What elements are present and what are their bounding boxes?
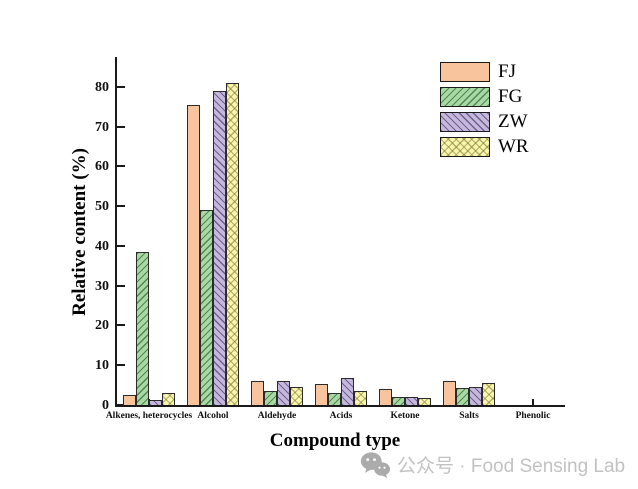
y-axis-tick bbox=[117, 404, 125, 406]
x-tick-label: Aldehyde bbox=[257, 411, 297, 421]
bar-zw-5 bbox=[405, 397, 418, 405]
y-axis-tick bbox=[117, 364, 125, 367]
x-tick-label: Ketone bbox=[390, 411, 420, 421]
bar-fg-1 bbox=[136, 252, 149, 405]
bar-zw-1 bbox=[149, 400, 162, 405]
legend-swatch-zw bbox=[440, 112, 490, 132]
wechat-icon bbox=[360, 452, 390, 478]
bar-fg-4 bbox=[328, 393, 341, 405]
y-tick-label: 40 bbox=[95, 238, 109, 254]
bar-fj-1 bbox=[123, 395, 136, 405]
bar-fg-3 bbox=[264, 391, 277, 405]
legend-label-wr: WR bbox=[498, 136, 529, 157]
bar-wr-3 bbox=[290, 387, 303, 405]
y-tick-label: 80 bbox=[95, 79, 109, 95]
legend-swatch-fg bbox=[440, 87, 490, 107]
bar-fj-6 bbox=[443, 381, 456, 405]
y-tick-label: 30 bbox=[95, 278, 109, 294]
y-tick-label: 10 bbox=[95, 358, 109, 374]
bar-wr-4 bbox=[354, 391, 367, 405]
x-tick-label: Acids bbox=[329, 411, 353, 421]
bar-fj-4 bbox=[315, 384, 328, 405]
bar-fj-2 bbox=[187, 105, 200, 405]
watermark-text: 公众号 · Food Sensing Lab bbox=[397, 456, 626, 477]
bar-fg-6 bbox=[456, 388, 469, 405]
y-tick-label: 0 bbox=[102, 398, 109, 413]
x-tick-label: Salts bbox=[459, 411, 479, 421]
bar-fj-5 bbox=[379, 389, 392, 405]
legend-swatch-wr bbox=[440, 137, 490, 157]
legend-label-fj: FJ bbox=[498, 61, 516, 82]
legend-item-wr: WR bbox=[440, 136, 529, 158]
legend-label-zw: ZW bbox=[498, 111, 528, 132]
bar-fg-5 bbox=[392, 397, 405, 405]
y-axis-tick bbox=[117, 85, 125, 88]
bar-fj-3 bbox=[251, 381, 264, 405]
y-tick-label: 60 bbox=[95, 159, 109, 175]
legend-item-zw: ZW bbox=[440, 111, 529, 133]
x-tick-label: Phenolic bbox=[515, 411, 551, 421]
x-tick-label: Alkenes, heterocycles bbox=[105, 411, 193, 421]
y-axis-tick bbox=[117, 244, 125, 247]
legend-label-fg: FG bbox=[498, 86, 523, 107]
y-tick-label: 20 bbox=[95, 318, 109, 334]
x-axis-tick bbox=[532, 399, 534, 405]
legend-item-fg: FG bbox=[440, 86, 529, 108]
legend-item-fj: FJ bbox=[440, 61, 529, 83]
bar-wr-5 bbox=[418, 398, 431, 405]
y-axis-tick bbox=[117, 284, 125, 287]
bar-wr-2 bbox=[226, 83, 239, 405]
bar-zw-4 bbox=[341, 378, 354, 405]
bar-wr-1 bbox=[162, 393, 175, 405]
y-axis-tick bbox=[117, 324, 125, 327]
legend: FJ FG ZW WR bbox=[440, 61, 529, 158]
legend-swatch-fj bbox=[440, 62, 490, 82]
plot-area bbox=[115, 57, 565, 407]
y-tick-label: 70 bbox=[95, 119, 109, 135]
y-axis-tick bbox=[117, 125, 125, 128]
bars-layer bbox=[117, 57, 565, 406]
y-tick-label: 50 bbox=[95, 199, 109, 215]
bar-zw-3 bbox=[277, 381, 290, 405]
bar-zw-6 bbox=[469, 387, 482, 405]
x-axis-title: Compound type bbox=[269, 430, 401, 451]
y-axis-tick bbox=[117, 165, 125, 168]
bar-wr-6 bbox=[482, 383, 495, 405]
bar-zw-2 bbox=[213, 91, 226, 405]
watermark: 公众号 · Food Sensing Lab bbox=[360, 451, 625, 478]
x-tick-label: Alcohol bbox=[197, 411, 229, 421]
bar-fg-2 bbox=[200, 210, 213, 405]
y-axis-tick bbox=[117, 205, 125, 208]
